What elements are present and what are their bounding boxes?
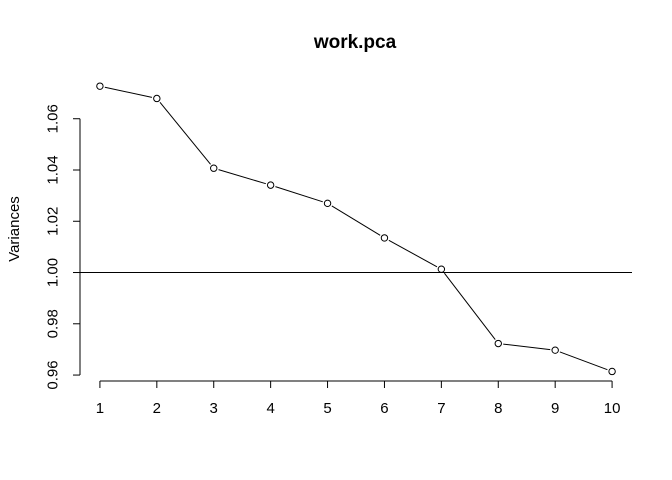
x-tick-label: 4 — [266, 400, 274, 417]
y-tick-label: 1.00 — [44, 258, 61, 287]
data-point — [551, 346, 559, 354]
data-point — [380, 234, 389, 242]
series-segment — [218, 169, 266, 185]
data-point — [153, 94, 161, 103]
chart-title: work.pca — [313, 32, 397, 53]
y-tick-label: 0.96 — [44, 360, 61, 389]
series-segment — [559, 351, 608, 371]
data-point — [494, 339, 502, 348]
y-tick-label: 1.06 — [44, 104, 61, 133]
data-point — [210, 164, 218, 172]
series-segment — [331, 205, 381, 236]
x-tick-label: 8 — [494, 400, 502, 417]
y-tick-label: 0.98 — [44, 309, 61, 338]
x-tick-label: 1 — [96, 400, 104, 417]
x-tick-label: 9 — [551, 400, 559, 417]
series-segment — [444, 272, 496, 340]
x-tick-label: 5 — [323, 400, 331, 417]
data-point — [96, 82, 104, 90]
series-segment — [503, 343, 551, 351]
series-segment — [104, 86, 153, 98]
series-segment — [388, 239, 438, 268]
x-tick-label: 7 — [437, 400, 445, 417]
y-tick-label: 1.04 — [44, 155, 61, 184]
data-point — [266, 181, 275, 189]
x-tick-label: 3 — [210, 400, 218, 417]
data-point — [323, 199, 332, 208]
data-point — [437, 265, 446, 273]
x-tick-label: 6 — [380, 400, 388, 417]
x-tick-label: 2 — [153, 400, 161, 417]
series-segment — [159, 102, 211, 165]
series-segment — [275, 186, 323, 203]
y-axis-label: Variances — [6, 196, 23, 262]
y-tick-label: 1.02 — [44, 207, 61, 236]
plot-area: 0.96 0.98 1.00 1.02 1.04 1.06 1 2 3 4 5 6 7 8 9 10 — [44, 82, 632, 417]
x-tick-label: 10 — [604, 400, 621, 417]
data-point — [608, 367, 616, 376]
